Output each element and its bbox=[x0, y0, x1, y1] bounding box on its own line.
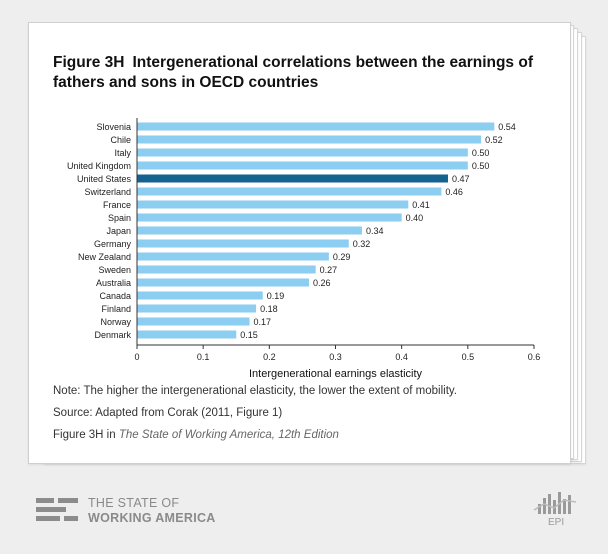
chart-source: Source: Adapted from Corak (2011, Figure… bbox=[53, 407, 283, 419]
category-label: Italy bbox=[114, 148, 131, 158]
category-label: Finland bbox=[101, 304, 131, 314]
category-label: France bbox=[103, 200, 131, 210]
logo-line2: WORKING AMERICA bbox=[88, 511, 216, 525]
category-label: Sweden bbox=[98, 265, 131, 275]
value-label: 0.15 bbox=[240, 330, 258, 340]
bar bbox=[137, 265, 316, 274]
category-label: Switzerland bbox=[84, 187, 131, 197]
value-label: 0.40 bbox=[406, 213, 424, 223]
value-label: 0.27 bbox=[320, 265, 338, 275]
x-tick-label: 0 bbox=[134, 352, 139, 362]
paper-sheet-front: Figure 3H Intergenerational correlations … bbox=[28, 22, 571, 464]
citation-prefix: Figure 3H in bbox=[53, 429, 119, 441]
figure-title: Figure 3H Intergenerational correlations … bbox=[53, 53, 553, 93]
x-tick-label: 0.1 bbox=[197, 352, 210, 362]
category-label: Spain bbox=[108, 213, 131, 223]
bar bbox=[137, 317, 250, 326]
figure-number: Figure 3H bbox=[53, 54, 125, 71]
bar bbox=[137, 135, 482, 144]
value-label: 0.17 bbox=[253, 317, 271, 327]
logo-text: THE STATE OF WORKING AMERICA bbox=[88, 496, 216, 526]
category-label: Canada bbox=[99, 291, 131, 301]
category-label: Germany bbox=[94, 239, 132, 249]
x-tick-label: 0.2 bbox=[263, 352, 276, 362]
category-label: Slovenia bbox=[96, 122, 131, 132]
value-label: 0.52 bbox=[485, 135, 503, 145]
x-tick-label: 0.4 bbox=[395, 352, 408, 362]
bar-highlight bbox=[137, 174, 448, 183]
epi-label: EPI bbox=[548, 517, 565, 528]
bar bbox=[137, 330, 237, 339]
category-label: Japan bbox=[106, 226, 131, 236]
x-tick-label: 0.3 bbox=[329, 352, 342, 362]
bar bbox=[137, 239, 349, 248]
value-label: 0.47 bbox=[452, 174, 470, 184]
bar bbox=[137, 122, 495, 131]
category-label: Chile bbox=[110, 135, 131, 145]
category-label: Denmark bbox=[94, 330, 131, 340]
state-of-working-america-logo[interactable]: THE STATE OF WORKING AMERICA bbox=[36, 494, 276, 526]
bar bbox=[137, 148, 468, 157]
value-label: 0.19 bbox=[267, 291, 285, 301]
value-label: 0.29 bbox=[333, 252, 351, 262]
bar bbox=[137, 304, 257, 313]
value-label: 0.41 bbox=[412, 200, 430, 210]
bar bbox=[137, 187, 442, 196]
bar bbox=[137, 278, 310, 287]
bar bbox=[137, 252, 329, 261]
category-label: Australia bbox=[96, 278, 131, 288]
logo-bars-icon bbox=[36, 498, 78, 522]
value-label: 0.32 bbox=[353, 239, 371, 249]
chart-note: Note: The higher the intergenerational e… bbox=[53, 385, 457, 397]
logo-line1: THE STATE OF bbox=[88, 496, 180, 510]
value-label: 0.46 bbox=[445, 187, 463, 197]
value-label: 0.26 bbox=[313, 278, 331, 288]
figure-title-text: Intergenerational correlations between t… bbox=[53, 54, 533, 91]
x-axis-title: Intergenerational earnings elasticity bbox=[249, 368, 423, 380]
value-label: 0.50 bbox=[472, 148, 490, 158]
value-label: 0.34 bbox=[366, 226, 384, 236]
x-tick-label: 0.6 bbox=[528, 352, 541, 362]
category-label: United Kingdom bbox=[67, 161, 131, 171]
figure-card: Figure 3H Intergenerational correlations … bbox=[28, 22, 586, 466]
category-label: United States bbox=[77, 174, 132, 184]
bar bbox=[137, 200, 409, 209]
category-label: New Zealand bbox=[78, 252, 131, 262]
bar bbox=[137, 291, 263, 300]
bar bbox=[137, 213, 402, 222]
x-tick-label: 0.5 bbox=[462, 352, 475, 362]
epi-logo[interactable]: EPI bbox=[530, 490, 584, 532]
chart-citation: Figure 3H in The State of Working Americ… bbox=[53, 429, 339, 441]
epi-bars-icon bbox=[533, 492, 577, 514]
bar bbox=[137, 226, 362, 235]
citation-title: The State of Working America, 12th Editi… bbox=[118, 429, 339, 441]
value-label: 0.54 bbox=[498, 122, 516, 132]
category-label: Norway bbox=[100, 317, 131, 327]
bar bbox=[137, 161, 468, 170]
value-label: 0.18 bbox=[260, 304, 278, 314]
value-label: 0.50 bbox=[472, 161, 490, 171]
